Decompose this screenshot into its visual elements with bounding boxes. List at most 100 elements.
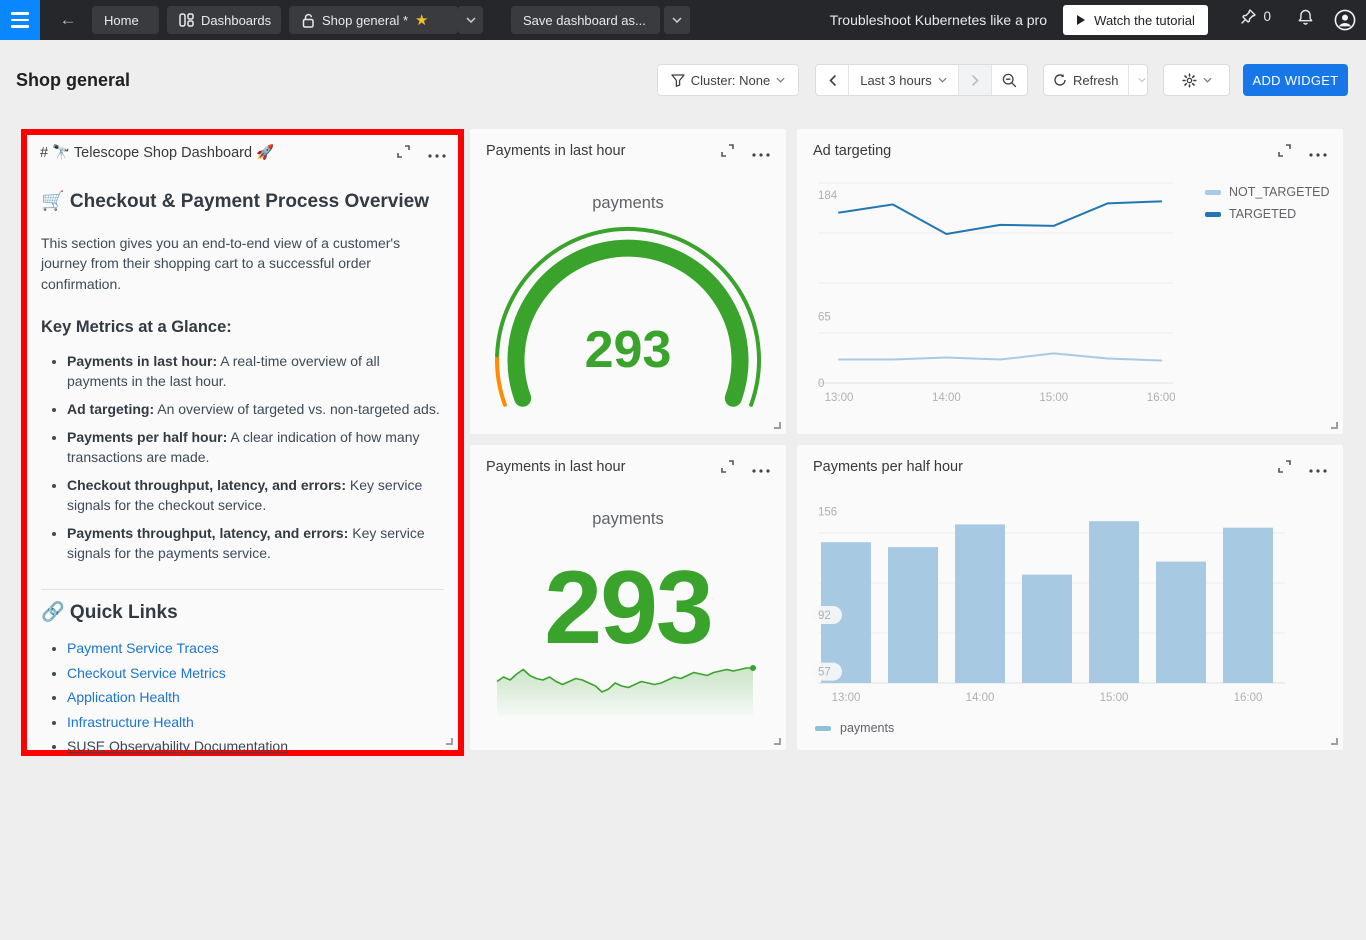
nav-tab-shop-general[interactable]: Shop general * ★ (289, 6, 458, 34)
resize-handle[interactable] (774, 738, 781, 745)
refresh-control: Refresh (1043, 64, 1148, 96)
widget-title: Ad targeting (813, 143, 891, 159)
home-tab-label: Home (104, 13, 139, 28)
payments-gauge-widget: Payments in last hour payments 293 (470, 129, 786, 434)
divider (41, 589, 444, 590)
legend-item[interactable]: TARGETED (1205, 207, 1329, 221)
expand-widget-icon[interactable] (718, 459, 736, 477)
save-dashboard-chevron-button[interactable] (664, 6, 690, 34)
list-item: Checkout Service Metrics (67, 665, 444, 681)
tab-overflow-chevron-button[interactable] (458, 6, 483, 34)
markdown-content: 🛒 Checkout & Payment Process Overview Th… (27, 171, 458, 763)
watch-tutorial-label: Watch the tutorial (1094, 13, 1195, 28)
dashboards-tab-label: Dashboards (201, 13, 271, 28)
quick-links-heading: 🔗 Quick Links (41, 600, 444, 624)
chart-legend: payments (815, 721, 894, 735)
legend-swatch (1205, 212, 1221, 217)
time-forward-button[interactable] (958, 65, 991, 95)
resize-handle[interactable] (1331, 738, 1338, 745)
watch-tutorial-button[interactable]: Watch the tutorial (1063, 5, 1208, 35)
legend-swatch (1205, 190, 1221, 195)
list-item: Payments in last hour: A real-time overv… (67, 351, 444, 391)
add-widget-button[interactable]: ADD WIDGET (1243, 64, 1348, 96)
link-checkout-service-metrics[interactable]: Checkout Service Metrics (67, 665, 226, 681)
chart-legend: NOT_TARGETED TARGETED (1205, 185, 1329, 221)
svg-text:16:00: 16:00 (1234, 692, 1263, 704)
nav-tab-home[interactable]: Home (92, 6, 159, 34)
dashboards-icon (179, 13, 194, 27)
payments-count-value: 293 (470, 549, 786, 668)
chevron-down-icon (1203, 77, 1212, 83)
svg-text:15:00: 15:00 (1039, 392, 1068, 404)
svg-text:92: 92 (818, 610, 831, 622)
nav-tab-dashboards[interactable]: Dashboards (167, 6, 281, 34)
gear-icon (1182, 73, 1197, 88)
back-button[interactable]: ← (56, 8, 80, 32)
widget-title: Payments in last hour (486, 143, 625, 159)
shop-general-tab-label: Shop general * (322, 13, 408, 28)
chevron-down-icon (1138, 77, 1146, 83)
page-title: Shop general (16, 70, 130, 91)
pin-icon (1240, 8, 1257, 25)
widget-menu-icon[interactable] (1307, 459, 1329, 477)
bell-icon (1297, 8, 1314, 26)
resize-handle[interactable] (1331, 422, 1338, 429)
pinned-items-button[interactable]: 0 (1240, 8, 1271, 25)
notifications-button[interactable] (1297, 8, 1314, 26)
unlock-icon (301, 13, 315, 28)
time-range-selector[interactable]: Last 3 hours (848, 65, 958, 95)
save-dashboard-as-button[interactable]: Save dashboard as... (511, 6, 660, 34)
expand-widget-icon[interactable] (1275, 143, 1293, 161)
filter-funnel-icon (671, 74, 685, 87)
zoom-out-time-button[interactable] (991, 65, 1027, 95)
legend-label: payments (840, 721, 894, 735)
widget-menu-icon[interactable] (750, 459, 772, 477)
link-suse-observability-docs[interactable]: SUSE Observability Documentation (67, 738, 288, 754)
svg-text:16:00: 16:00 (1147, 392, 1176, 404)
key-metrics-heading: Key Metrics at a Glance: (41, 318, 444, 337)
payments-bar-chart: 156925713:0014:0015:0016:00 (797, 489, 1343, 739)
list-item: Payments throughput, latency, and errors… (67, 523, 444, 563)
expand-widget-icon[interactable] (718, 143, 736, 161)
svg-text:156: 156 (818, 506, 837, 518)
chevron-left-icon (829, 75, 836, 86)
chevron-down-icon (466, 17, 476, 23)
chevron-down-icon (776, 77, 785, 83)
widget-menu-icon[interactable] (426, 144, 448, 162)
resize-handle[interactable] (774, 422, 781, 429)
overview-paragraph: This section gives you an end-to-end vie… (41, 233, 444, 294)
chevron-right-icon (972, 75, 979, 86)
favorite-star-icon[interactable]: ★ (415, 11, 428, 29)
svg-text:0: 0 (818, 378, 824, 390)
list-item: Application Health (67, 689, 444, 705)
legend-item[interactable]: NOT_TARGETED (1205, 185, 1329, 199)
account-circle-icon (1334, 9, 1356, 31)
quick-links-list: Payment Service Traces Checkout Service … (67, 640, 444, 754)
payments-number-widget: Payments in last hour payments 293 (470, 445, 786, 750)
user-avatar[interactable] (1334, 9, 1356, 31)
dashboard-settings-button[interactable] (1163, 64, 1230, 96)
resize-handle[interactable] (446, 738, 453, 745)
expand-widget-icon[interactable] (394, 144, 412, 162)
hamburger-menu-button[interactable] (0, 0, 40, 40)
widget-title: Payments in last hour (486, 459, 625, 475)
svg-text:184: 184 (818, 190, 838, 202)
list-item: Payments per half hour: A clear indicati… (67, 427, 444, 467)
link-payment-service-traces[interactable]: Payment Service Traces (67, 640, 219, 656)
expand-widget-icon[interactable] (1275, 459, 1293, 477)
widget-menu-icon[interactable] (1307, 143, 1329, 161)
refresh-interval-chevron[interactable] (1128, 65, 1155, 95)
legend-label: NOT_TARGETED (1229, 185, 1329, 199)
refresh-button[interactable]: Refresh (1044, 65, 1128, 95)
key-metrics-list: Payments in last hour: A real-time overv… (67, 351, 444, 563)
refresh-icon (1053, 73, 1067, 87)
time-back-button[interactable] (816, 65, 848, 95)
cluster-filter-button[interactable]: Cluster: None (657, 64, 799, 96)
chevron-down-icon (672, 17, 682, 23)
link-infrastructure-health[interactable]: Infrastructure Health (67, 714, 194, 730)
time-range-label: Last 3 hours (860, 73, 932, 88)
widget-menu-icon[interactable] (750, 143, 772, 161)
promo-text: Troubleshoot Kubernetes like a pro (830, 0, 1047, 40)
svg-text:14:00: 14:00 (966, 692, 995, 704)
link-application-health[interactable]: Application Health (67, 689, 180, 705)
